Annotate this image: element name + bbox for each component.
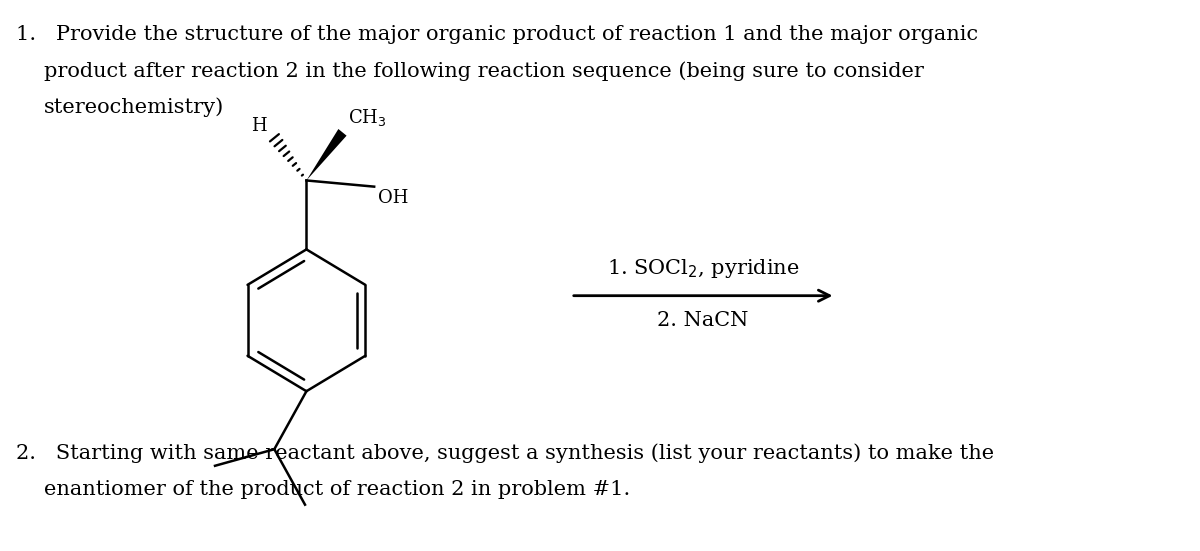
Text: enantiomer of the product of reaction 2 in problem #1.: enantiomer of the product of reaction 2 … bbox=[44, 480, 630, 499]
Text: 1. SOCl$_2$, pyridine: 1. SOCl$_2$, pyridine bbox=[607, 257, 799, 280]
Text: OH: OH bbox=[378, 188, 408, 207]
Text: CH$_3$: CH$_3$ bbox=[348, 107, 386, 128]
Text: 2.   Starting with same reactant above, suggest a synthesis (list your reactants: 2. Starting with same reactant above, su… bbox=[17, 444, 995, 463]
Text: stereochemistry): stereochemistry) bbox=[44, 98, 224, 117]
Text: H: H bbox=[251, 117, 266, 135]
Polygon shape bbox=[306, 129, 347, 181]
Text: 1.   Provide the structure of the major organic product of reaction 1 and the ma: 1. Provide the structure of the major or… bbox=[17, 25, 978, 44]
Text: product after reaction 2 in the following reaction sequence (being sure to consi: product after reaction 2 in the followin… bbox=[44, 61, 924, 81]
Text: 2. NaCN: 2. NaCN bbox=[658, 311, 749, 331]
